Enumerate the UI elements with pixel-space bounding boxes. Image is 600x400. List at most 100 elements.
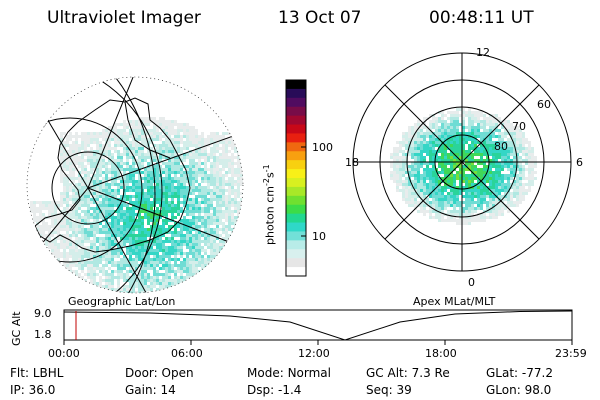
aurora-pixel: [435, 123, 438, 126]
aurora-pixel: [468, 192, 471, 195]
aurora-pixel: [165, 288, 168, 291]
aurora-pixel: [234, 207, 237, 210]
aurora-pixel: [516, 192, 519, 195]
aurora-pixel: [111, 183, 114, 186]
aurora-pixel: [162, 210, 165, 213]
aurora-pixel: [156, 216, 159, 219]
aurora-pixel: [516, 201, 519, 204]
aurora-pixel: [441, 147, 444, 150]
aurora-pixel: [102, 246, 105, 249]
aurora-pixel: [162, 246, 165, 249]
aurora-pixel: [180, 183, 183, 186]
aurora-pixel: [183, 189, 186, 192]
aurora-pixel: [150, 129, 153, 132]
aurora-pixel: [117, 216, 120, 219]
aurora-pixel: [405, 180, 408, 183]
aurora-pixel: [138, 243, 141, 246]
aurora-pixel: [216, 168, 219, 171]
aurora-pixel: [162, 117, 165, 120]
aurora-pixel: [168, 261, 171, 264]
aurora-pixel: [519, 198, 522, 201]
aurora-pixel: [135, 270, 138, 273]
aurora-pixel: [228, 168, 231, 171]
aurora-pixel: [462, 207, 465, 210]
aurora-pixel: [162, 219, 165, 222]
aurora-pixel: [36, 225, 39, 228]
aurora-pixel: [405, 159, 408, 162]
aurora-pixel: [447, 159, 450, 162]
aurora-pixel: [156, 210, 159, 213]
aurora-pixel: [147, 192, 150, 195]
aurora-pixel: [135, 153, 138, 156]
aurora-pixel: [87, 150, 90, 153]
aurora-pixel: [81, 216, 84, 219]
aurora-pixel: [138, 201, 141, 204]
aurora-pixel: [186, 192, 189, 195]
aurora-pixel: [222, 189, 225, 192]
aurora-pixel: [204, 210, 207, 213]
aurora-pixel: [159, 225, 162, 228]
aurora-pixel: [393, 180, 396, 183]
aurora-pixel: [183, 258, 186, 261]
aurora-pixel: [528, 180, 531, 183]
aurora-pixel: [81, 186, 84, 189]
aurora-pixel: [414, 174, 417, 177]
aurora-pixel: [459, 180, 462, 183]
aurora-pixel: [240, 210, 243, 213]
aurora-pixel: [150, 267, 153, 270]
aurora-pixel: [168, 246, 171, 249]
aurora-pixel: [126, 210, 129, 213]
aurora-pixel: [504, 123, 507, 126]
aurora-pixel: [423, 138, 426, 141]
aurora-pixel: [237, 156, 240, 159]
aurora-pixel: [69, 246, 72, 249]
aurora-pixel: [162, 135, 165, 138]
aurora-pixel: [492, 177, 495, 180]
aurora-pixel: [420, 138, 423, 141]
aurora-pixel: [504, 153, 507, 156]
aurora-pixel: [132, 267, 135, 270]
aurora-pixel: [192, 216, 195, 219]
aurora-pixel: [234, 171, 237, 174]
aurora-pixel: [111, 180, 114, 183]
aurora-pixel: [423, 162, 426, 165]
aurora-pixel: [96, 180, 99, 183]
aurora-pixel: [393, 159, 396, 162]
aurora-pixel: [69, 165, 72, 168]
aurora-pixel: [453, 141, 456, 144]
aurora-pixel: [189, 198, 192, 201]
aurora-pixel: [465, 162, 468, 165]
aurora-pixel: [441, 192, 444, 195]
aurora-pixel: [408, 132, 411, 135]
aurora-pixel: [81, 234, 84, 237]
aurora-pixel: [138, 159, 141, 162]
aurora-pixel: [519, 180, 522, 183]
aurora-pixel: [522, 147, 525, 150]
aurora-pixel: [132, 264, 135, 267]
aurora-pixel: [513, 141, 516, 144]
aurora-pixel: [90, 156, 93, 159]
aurora-pixel: [180, 138, 183, 141]
aurora-pixel: [84, 216, 87, 219]
aurora-pixel: [513, 135, 516, 138]
aurora-pixel: [483, 210, 486, 213]
aurora-pixel: [501, 144, 504, 147]
aurora-pixel: [183, 279, 186, 282]
aurora-pixel: [465, 222, 468, 225]
aurora-pixel: [150, 165, 153, 168]
aurora-pixel: [390, 171, 393, 174]
aurora-pixel: [222, 210, 225, 213]
aurora-pixel: [216, 204, 219, 207]
aurora-pixel: [144, 153, 147, 156]
aurora-pixel: [411, 129, 414, 132]
aurora-pixel: [195, 195, 198, 198]
aurora-pixel: [132, 228, 135, 231]
aurora-pixel: [123, 120, 126, 123]
aurora-pixel: [486, 123, 489, 126]
aurora-pixel: [90, 213, 93, 216]
aurora-pixel: [66, 144, 69, 147]
aurora-pixel: [69, 270, 72, 273]
aurora-pixel: [516, 177, 519, 180]
aurora-pixel: [414, 177, 417, 180]
aurora-pixel: [429, 186, 432, 189]
